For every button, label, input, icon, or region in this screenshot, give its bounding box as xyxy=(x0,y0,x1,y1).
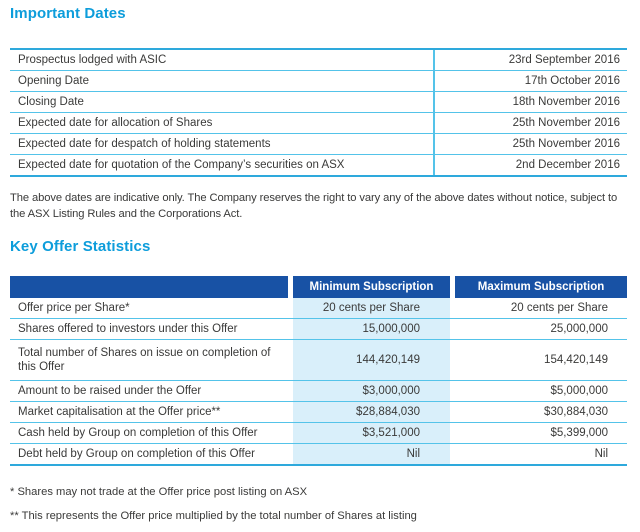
table-row: Expected date for despatch of holding st… xyxy=(10,134,627,155)
date-value: 2nd December 2016 xyxy=(515,159,620,171)
date-event-label: Prospectus lodged with ASIC xyxy=(10,50,435,70)
date-event-label: Opening Date xyxy=(10,71,435,91)
statistic-label: Offer price per Share* xyxy=(18,302,130,314)
maximum-value: 25,000,000 xyxy=(550,323,608,335)
maximum-value: $30,884,030 xyxy=(544,406,608,418)
table-row: Expected date for quotation of the Compa… xyxy=(10,155,627,175)
indicative-dates-note: The above dates are indicative only. The… xyxy=(10,192,618,220)
statistic-label: Total number of Shares on issue on compl… xyxy=(18,347,271,373)
maximum-value: Nil xyxy=(594,448,608,460)
header-spacer-cell xyxy=(10,276,288,298)
table-row: Expected date for allocation of Shares 2… xyxy=(10,113,627,134)
maximum-value: 154,420,149 xyxy=(544,354,608,366)
key-offer-statistics-heading: Key Offer Statistics xyxy=(10,238,151,255)
maximum-value: 20 cents per Share xyxy=(510,302,608,314)
table-header-row: Minimum Subscription Maximum Subscriptio… xyxy=(10,276,627,298)
table-row: Market capitalisation at the Offer price… xyxy=(10,402,627,423)
header-gap xyxy=(288,276,293,298)
date-value: 25th November 2016 xyxy=(512,117,620,129)
date-value: 25th November 2016 xyxy=(512,138,620,150)
date-event-label: Expected date for quotation of the Compa… xyxy=(10,155,435,175)
maximum-subscription-header: Maximum Subscription xyxy=(455,276,627,298)
maximum-value: $5,399,000 xyxy=(550,427,608,439)
table-row: Prospectus lodged with ASIC 23rd Septemb… xyxy=(10,50,627,71)
minimum-value: $3,521,000 xyxy=(293,423,450,443)
table-row: Offer price per Share* 20 cents per Shar… xyxy=(10,298,627,319)
table-row: Total number of Shares on issue on compl… xyxy=(10,340,627,381)
table-row: Closing Date 18th November 2016 xyxy=(10,92,627,113)
date-event-label: Closing Date xyxy=(10,92,435,112)
date-value: 17th October 2016 xyxy=(524,75,620,87)
date-event-label: Expected date for allocation of Shares xyxy=(10,113,435,133)
date-event-label: Expected date for despatch of holding st… xyxy=(10,134,435,154)
minimum-value: 20 cents per Share xyxy=(293,298,450,318)
header-gap xyxy=(450,276,455,298)
maximum-value: $5,000,000 xyxy=(550,385,608,397)
statistic-label: Cash held by Group on completion of this… xyxy=(18,427,258,439)
date-value: 23rd September 2016 xyxy=(508,54,620,66)
table-row: Cash held by Group on completion of this… xyxy=(10,423,627,444)
date-value: 18th November 2016 xyxy=(512,96,620,108)
key-offer-statistics-table: Minimum Subscription Maximum Subscriptio… xyxy=(10,276,627,466)
minimum-value: $3,000,000 xyxy=(293,381,450,401)
statistic-label: Shares offered to investors under this O… xyxy=(18,323,238,335)
table-row: Debt held by Group on completion of this… xyxy=(10,444,627,464)
important-dates-heading: Important Dates xyxy=(10,5,126,22)
minimum-value: Nil xyxy=(293,444,450,464)
minimum-value: 15,000,000 xyxy=(293,319,450,339)
table-row: Opening Date 17th October 2016 xyxy=(10,71,627,92)
minimum-value: $28,884,030 xyxy=(293,402,450,422)
footnote-offer-price: * Shares may not trade at the Offer pric… xyxy=(10,486,308,498)
table-row: Amount to be raised under the Offer $3,0… xyxy=(10,381,627,402)
statistic-label: Amount to be raised under the Offer xyxy=(18,385,202,397)
minimum-subscription-header: Minimum Subscription xyxy=(293,276,450,298)
statistic-label: Debt held by Group on completion of this… xyxy=(18,448,255,460)
table-row: Shares offered to investors under this O… xyxy=(10,319,627,340)
statistic-label: Market capitalisation at the Offer price… xyxy=(18,406,221,418)
footnote-market-cap: ** This represents the Offer price multi… xyxy=(10,510,417,522)
minimum-value: 144,420,149 xyxy=(293,340,450,380)
important-dates-table: Prospectus lodged with ASIC 23rd Septemb… xyxy=(10,48,627,177)
